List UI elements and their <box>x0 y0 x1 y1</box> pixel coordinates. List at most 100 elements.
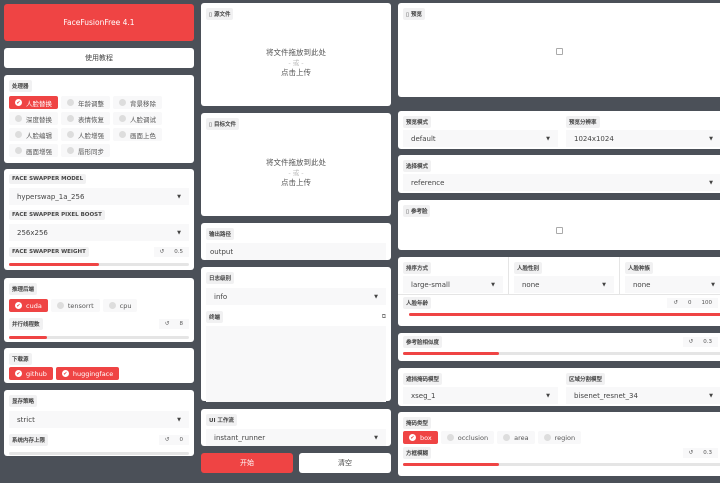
checkbox-唇形同步[interactable]: 唇形同步 <box>61 144 110 157</box>
checkbox-人脸替换[interactable]: ✔ 人脸替换 <box>9 96 58 109</box>
terminal-output[interactable] <box>206 326 386 402</box>
threads-value[interactable]: 8 <box>179 321 184 327</box>
order-select[interactable]: large-small ▼ <box>403 276 503 293</box>
occluder-value: xseg_1 <box>411 391 436 400</box>
selector-mode-label: 选择模式 <box>403 160 432 172</box>
memory-strategy-value: strict <box>17 415 35 424</box>
source-upload[interactable]: ▯ 源文件 将文件拖放到此处 - 或 - 点击上传 <box>201 3 391 106</box>
checkbox-huggingface[interactable]: ✔ huggingface <box>55 367 120 380</box>
tutorial-button[interactable]: 使用教程 <box>4 48 194 68</box>
workflow-value: instant_runner <box>214 433 266 442</box>
checkbox-深度替换[interactable]: 深度替换 <box>9 112 58 125</box>
check-icon: ✔ <box>15 99 22 106</box>
backend-panel: 推理后端 ✔ cuda tensorrt cpu 并行线程数 ↺ 8 <box>4 278 194 342</box>
check-icon: ✔ <box>15 302 22 309</box>
checkbox-画面上色[interactable]: 画面上色 <box>113 128 162 141</box>
box-blur-slider[interactable] <box>403 463 720 466</box>
log-level-select[interactable]: info ▼ <box>206 288 386 305</box>
weight-label: FACE SWAPPER WEIGHT <box>9 247 89 257</box>
copy-icon[interactable]: ⧉ <box>381 313 386 320</box>
weight-value[interactable]: 0.5 <box>174 249 183 255</box>
checkbox-tensorrt[interactable]: tensorrt <box>50 299 100 312</box>
checkbox-年龄调整[interactable]: 年龄调整 <box>61 96 110 109</box>
order-value: large-small <box>411 280 450 289</box>
processors-panel: 处理器 ✔ 人脸替换 年龄调整 背景移除 深度替换 表情恢复 人脸调试 人脸编辑 人脸增强 画面上… <box>4 75 194 163</box>
checkbox-area[interactable]: area <box>497 431 535 444</box>
target-upload[interactable]: ▯ 目标文件 将文件拖放到此处 - 或 - 点击上传 <box>201 113 391 216</box>
reset-icon[interactable]: ↺ <box>164 321 170 327</box>
check-icon: ✔ <box>409 434 416 441</box>
age-range-slider[interactable] <box>409 313 720 316</box>
gender-select[interactable]: none ▼ <box>514 276 614 293</box>
check-icon: ✔ <box>61 370 69 377</box>
caret-down-icon: ▼ <box>709 179 713 186</box>
app-title: FaceFusionFree 4.1 <box>4 4 194 41</box>
checkbox-label: huggingface <box>72 369 114 378</box>
checkbox-icon <box>119 99 126 106</box>
reset-icon[interactable]: ↺ <box>688 450 694 456</box>
occluder-select[interactable]: xseg_1 ▼ <box>403 387 558 404</box>
preview-mode-select[interactable]: default ▼ <box>403 130 558 147</box>
preview-res-select[interactable]: 1024x1024 ▼ <box>566 130 720 147</box>
caret-down-icon: ▼ <box>602 281 606 288</box>
similarity-panel: 参考脸相似度 ↺ 0.3 <box>398 333 720 361</box>
checkbox-人脸增强[interactable]: 人脸增强 <box>61 128 110 141</box>
checkbox-occlusion[interactable]: occlusion <box>440 431 495 444</box>
pixel-boost-select[interactable]: 256x256 ▼ <box>9 224 189 241</box>
image-icon <box>395 227 720 234</box>
caret-down-icon: ▼ <box>177 193 181 200</box>
memory-limit-value[interactable]: 0 <box>179 437 184 443</box>
checkbox-label: occlusion <box>457 433 489 442</box>
checkbox-cuda[interactable]: ✔ cuda <box>9 299 48 312</box>
start-button[interactable]: 开始 <box>201 453 293 473</box>
mask-models-panel: 遮挡掩码模型 xseg_1 ▼ 区域分割模型 bisenet_resnet_34 ▼ <box>398 368 720 406</box>
preview-label: ▯ 预览 <box>403 8 425 20</box>
checkbox-region[interactable]: region <box>537 431 582 444</box>
caret-down-icon: ▼ <box>177 229 181 236</box>
reset-icon[interactable]: ↺ <box>688 339 694 345</box>
reset-icon[interactable]: ↺ <box>164 437 170 443</box>
memory-panel: 显存策略 strict ▼ 系统内存上限 ↺ 0 <box>4 390 194 456</box>
checkbox-icon <box>67 115 74 122</box>
similarity-value[interactable]: 0.3 <box>703 339 712 345</box>
output-label: 输出路径 <box>206 228 235 240</box>
weight-slider[interactable] <box>9 263 189 266</box>
caret-down-icon: ▼ <box>546 135 550 142</box>
caret-down-icon: ▼ <box>177 416 181 423</box>
reference-face-label: ▯ 参考脸 <box>403 205 431 217</box>
caret-down-icon: ▼ <box>709 392 713 399</box>
preview-mode-label: 预览模式 <box>403 116 432 128</box>
checkbox-人脸调试[interactable]: 人脸调试 <box>113 112 162 125</box>
memory-strategy-select[interactable]: strict ▼ <box>9 411 189 428</box>
checkbox-label: 人脸编辑 <box>26 131 52 140</box>
source-label: ▯ 源文件 <box>206 8 234 20</box>
checkbox-画面增强[interactable]: 画面增强 <box>9 144 58 157</box>
workflow-select[interactable]: instant_runner ▼ <box>206 429 386 446</box>
box-blur-value[interactable]: 0.3 <box>703 450 712 456</box>
preview-options-panel: 预览模式 default ▼ 预览分辨率 1024x1024 ▼ <box>398 111 720 149</box>
checkbox-表情恢复[interactable]: 表情恢复 <box>61 112 110 125</box>
memory-limit-slider[interactable] <box>9 452 189 455</box>
checkbox-背景移除[interactable]: 背景移除 <box>113 96 162 109</box>
output-path-input[interactable]: output <box>206 243 386 260</box>
age-min-value[interactable]: 0 <box>688 300 692 306</box>
checkbox-icon <box>56 302 64 309</box>
similarity-slider[interactable] <box>403 352 720 355</box>
mask-types-label: 掩码类型 <box>403 417 432 429</box>
checkbox-icon <box>446 434 454 441</box>
checkbox-label: 年龄调整 <box>78 99 104 108</box>
model-select[interactable]: hyperswap_1a_256 ▼ <box>9 188 189 205</box>
clear-button[interactable]: 清空 <box>299 453 391 473</box>
age-max-value[interactable]: 100 <box>701 300 713 306</box>
reset-icon[interactable]: ↺ <box>673 300 678 306</box>
checkbox-人脸编辑[interactable]: 人脸编辑 <box>9 128 58 141</box>
reset-icon[interactable]: ↺ <box>159 249 165 255</box>
checkbox-github[interactable]: ✔ github <box>9 367 53 380</box>
selector-mode-select[interactable]: reference ▼ <box>403 174 720 191</box>
race-select[interactable]: none ▼ <box>625 276 720 293</box>
checkbox-cpu[interactable]: cpu <box>102 299 138 312</box>
checkbox-box[interactable]: ✔ box <box>403 431 438 444</box>
threads-slider[interactable] <box>9 336 189 339</box>
selector-panel: 选择模式 reference ▼ <box>398 155 720 193</box>
parser-select[interactable]: bisenet_resnet_34 ▼ <box>566 387 720 404</box>
